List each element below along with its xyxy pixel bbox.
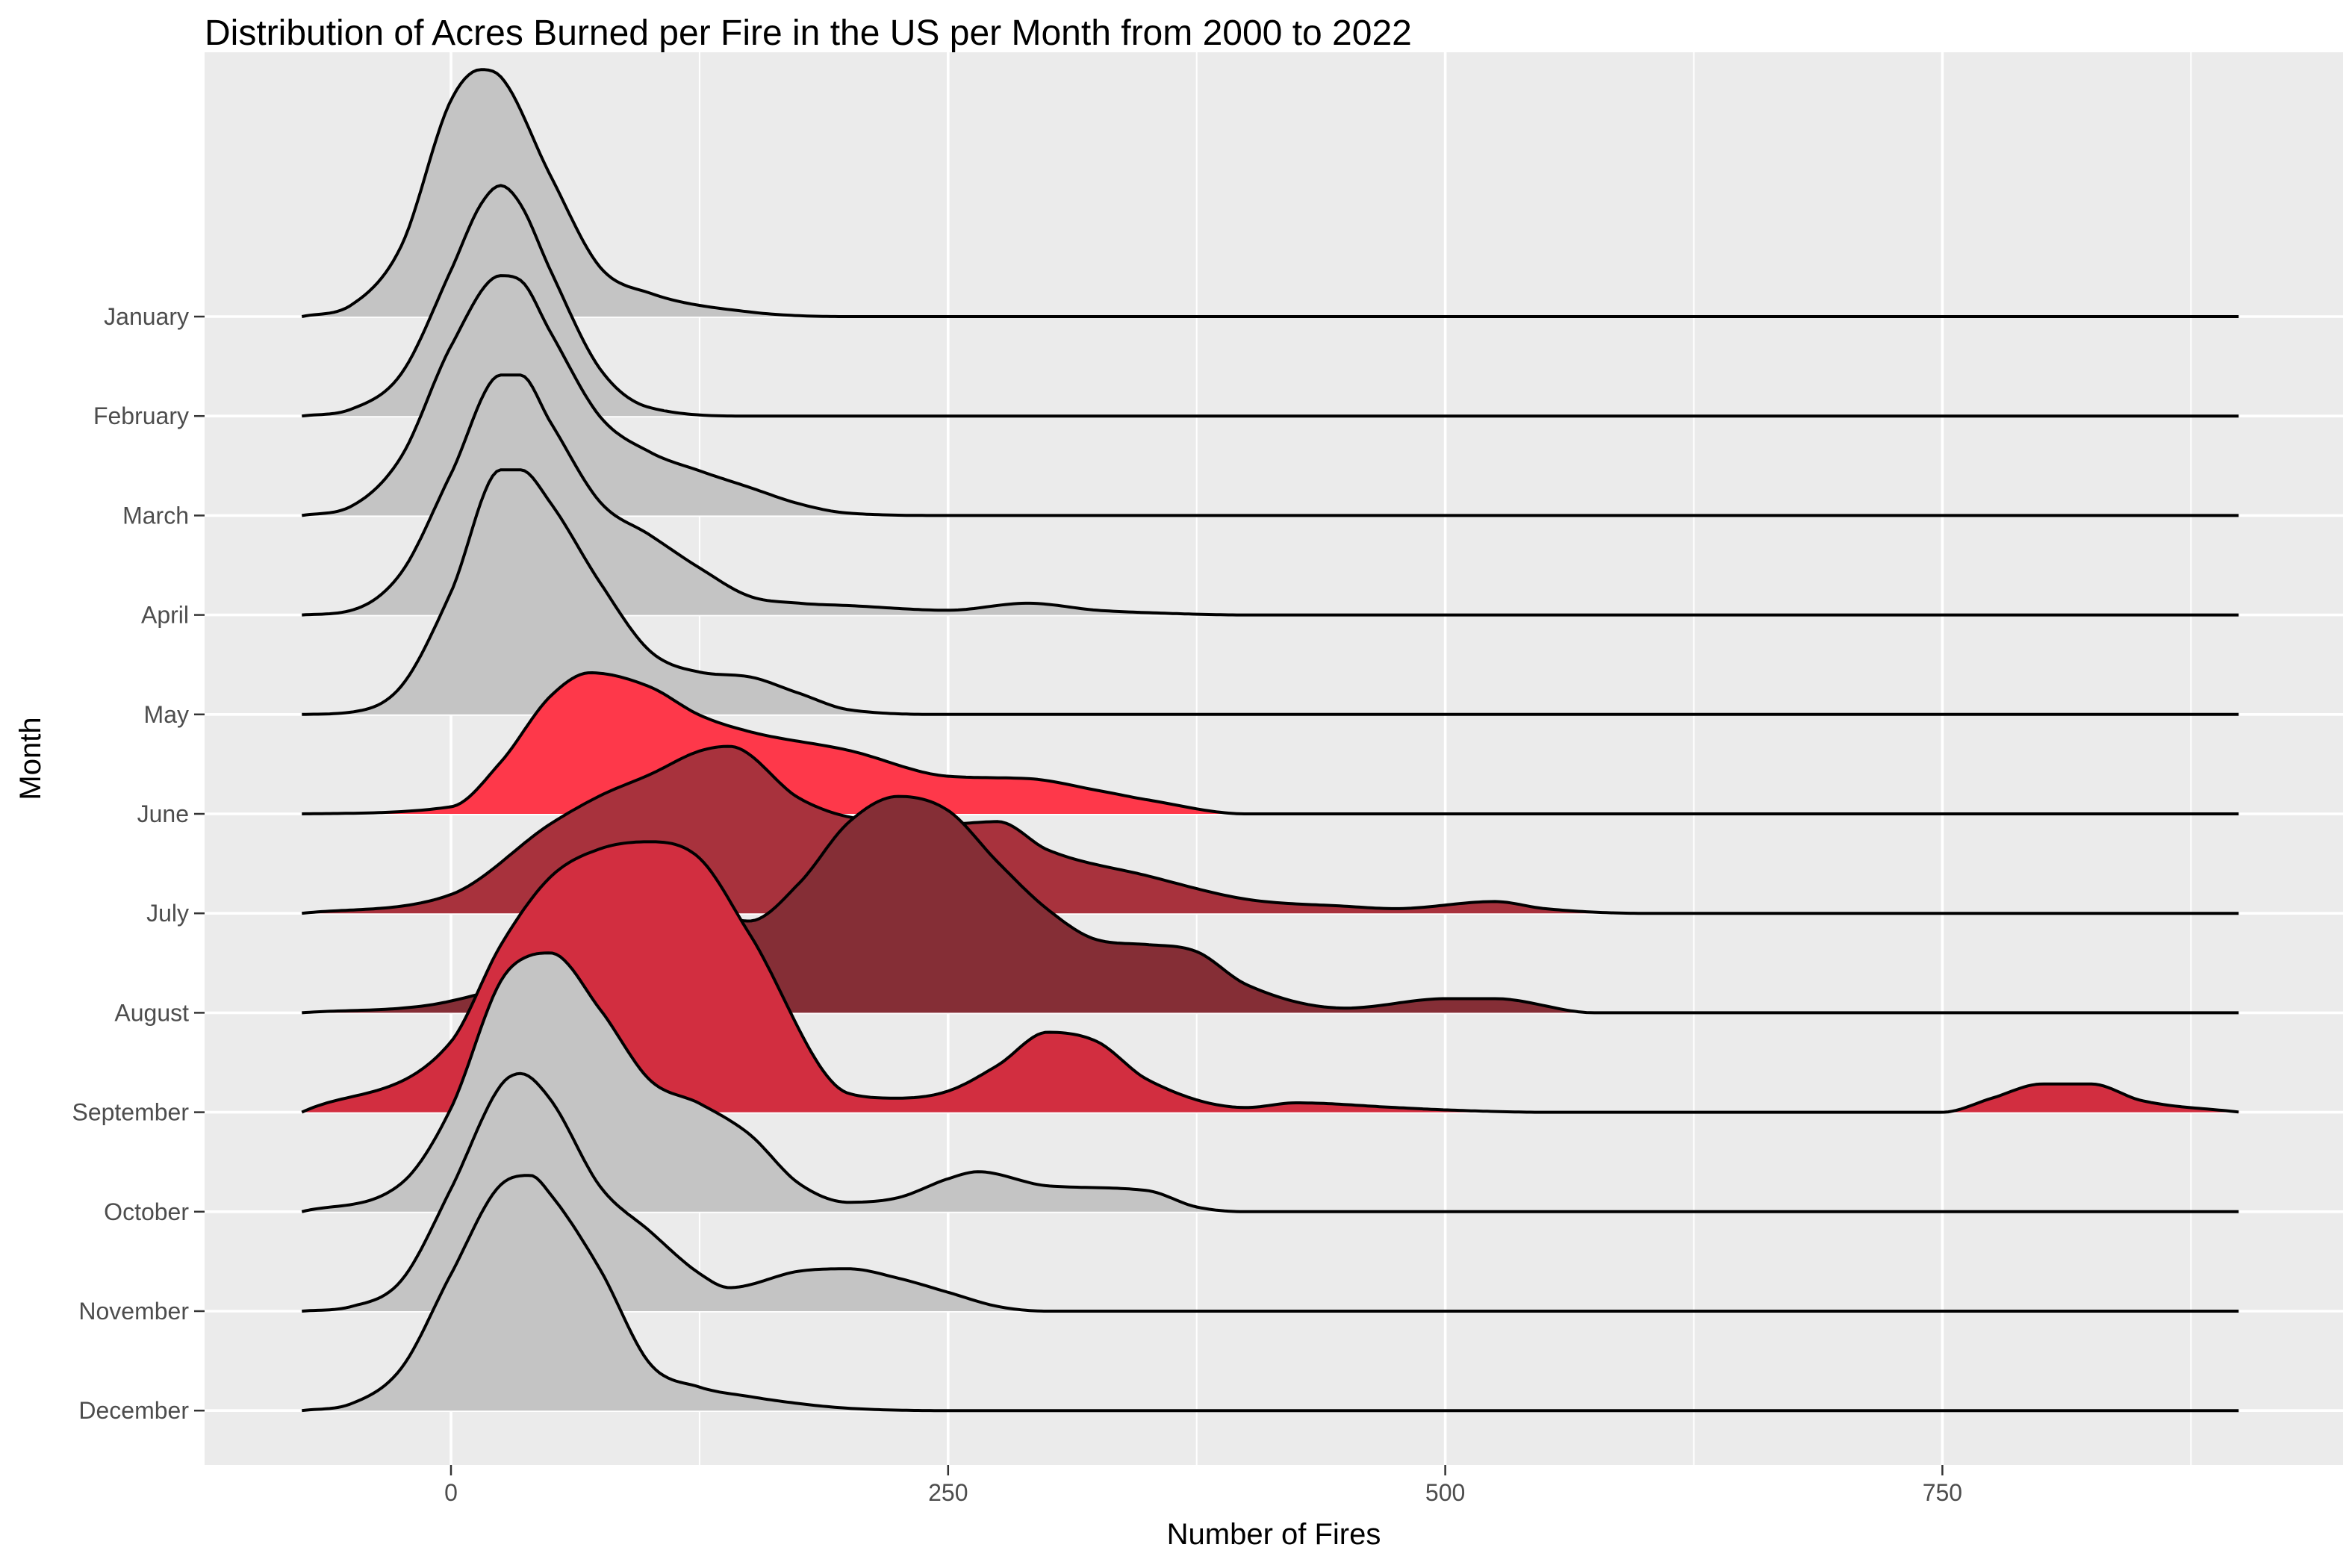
y-axis: January February March April May June July Augu… [72,303,205,1424]
density-ridges [301,68,2241,1413]
ridge-line-june [302,671,2239,815]
y-tick-label-december: December [78,1397,189,1424]
ridge-line-february [302,184,2239,418]
ridge-line-april [302,373,2239,617]
ridge-line-october [301,951,2239,1213]
ridge-line-november [302,1071,2239,1313]
ridge-line-january [301,68,2239,318]
y-tick-label-may: May [144,701,189,728]
ridge-area-july [302,746,2241,914]
ridge-area-may [302,470,2241,715]
y-tick-label-october: October [104,1198,189,1225]
x-axis: 0 250 500 750 [444,1465,1962,1506]
y-tick-label-november: November [78,1298,189,1325]
x-tick-label: 750 [1923,1479,1962,1506]
y-tick-label-april: April [141,602,189,629]
x-axis-title: Number of Fires [1167,1518,1381,1551]
ridge-line-july [302,744,2239,915]
y-axis-title: Month [14,717,47,800]
y-tick-label-august: August [114,999,189,1026]
ridge-area-june [302,673,2241,814]
y-tick-label-september: September [72,1099,189,1126]
y-tick-label-june: June [137,800,189,827]
y-tick-label-february: February [93,402,189,429]
y-tick-label-march: March [122,502,189,529]
y-tick-label-january: January [104,303,189,330]
ridge-line-september [301,840,2239,1114]
x-tick-label: 0 [444,1479,458,1506]
ridge-line-may [302,468,2239,716]
ridge-area-september [302,841,2241,1113]
ridge-line-december [302,1174,2239,1413]
ridge-area-august [302,796,2241,1013]
ridge-line-march [302,274,2239,517]
y-tick-label-july: July [146,900,189,927]
x-tick-label: 500 [1425,1479,1465,1506]
chart-title: Distribution of Acres Burned per Fire in… [205,13,1412,53]
x-tick-label: 250 [928,1479,968,1506]
ridge-area-december [302,1175,2241,1411]
